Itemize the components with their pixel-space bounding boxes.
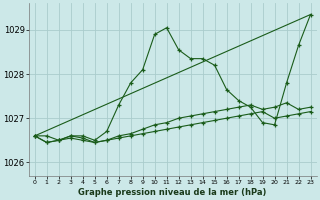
X-axis label: Graphe pression niveau de la mer (hPa): Graphe pression niveau de la mer (hPa) [78,188,267,197]
